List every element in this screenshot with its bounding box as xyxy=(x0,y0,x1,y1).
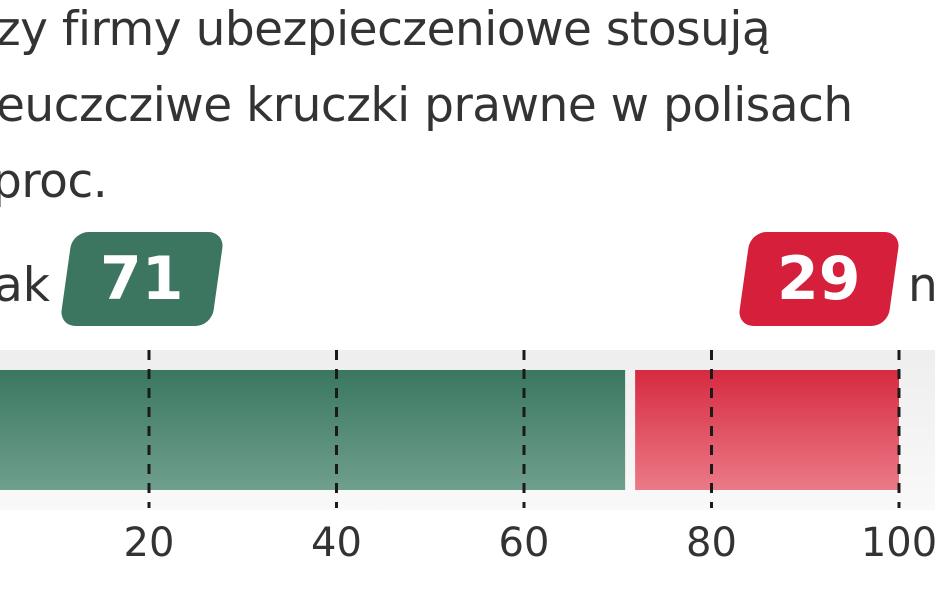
yes-label: ak xyxy=(0,258,51,313)
no-label: n xyxy=(908,258,938,313)
bar-no xyxy=(635,370,899,490)
x-tick-label-80: 80 xyxy=(686,520,737,566)
stacked-bar-chart: 20 40 60 80 100 xyxy=(0,350,937,566)
x-tick-label-40: 40 xyxy=(311,520,362,566)
title-line-3: proc. xyxy=(0,154,108,209)
no-value-text: 29 xyxy=(777,244,861,314)
bar-yes xyxy=(0,370,626,490)
no-value-badge: 29 xyxy=(737,232,901,326)
yes-value-text: 71 xyxy=(100,244,184,314)
title-line-1: zy firmy ubezpieczeniowe stosują xyxy=(0,2,771,57)
title-line-2: eucz­czi­we kruczki prawne w polisach xyxy=(0,78,853,133)
x-tick-label-100: 100 xyxy=(861,520,937,566)
x-tick-label-20: 20 xyxy=(124,520,175,566)
yes-value-badge: 71 xyxy=(59,232,225,326)
x-tick-label-60: 60 xyxy=(499,520,550,566)
